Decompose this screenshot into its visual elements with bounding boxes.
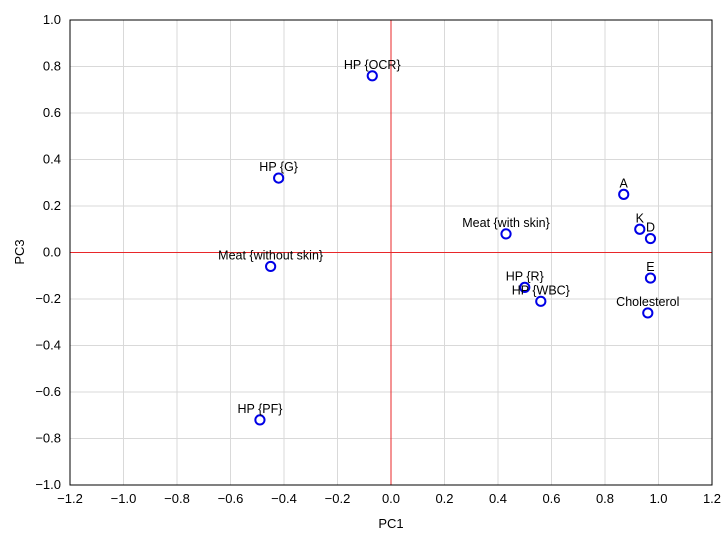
y-tick-label: −0.8 (35, 431, 61, 446)
point-label: HP {WBC} (512, 283, 570, 297)
data-point (644, 272, 657, 284)
data-point (254, 414, 266, 426)
y-tick-label: 1.0 (43, 12, 61, 27)
point-label: Meat {with skin} (462, 216, 550, 230)
y-tick-label: 0.8 (43, 59, 61, 74)
y-tick-label: 0.2 (43, 198, 61, 213)
data-point (273, 172, 285, 184)
plot-frame (69, 19, 713, 486)
x-tick-label: −1.0 (111, 491, 137, 506)
point-label: HP {R} (506, 269, 544, 283)
x-tick-label: 0.4 (489, 491, 507, 506)
point-label: HP {OCR} (344, 58, 401, 72)
y-tick-label: 0.0 (43, 245, 61, 260)
data-point (265, 260, 277, 273)
x-tick-label: −0.6 (218, 491, 244, 506)
x-tick-label: 1.2 (703, 491, 721, 506)
y-tick-label: 0.6 (43, 105, 61, 120)
point-label: HP {G} (259, 160, 298, 174)
point-label: E (646, 260, 654, 274)
y-tick-label: −1.0 (35, 477, 61, 492)
point-label: Meat {without skin} (218, 248, 323, 262)
x-tick-label: 0.8 (596, 491, 614, 506)
x-tick-label: 0.0 (382, 491, 400, 506)
y-tick-labels: −1.0 −0.8 −0.6 −0.4 −0.2 0.0 0.2 0.4 0.6 0.8 1.0 (35, 12, 61, 492)
x-tick-label: 0.2 (435, 491, 453, 506)
data-point (618, 188, 630, 200)
data-point (500, 228, 512, 240)
x-tick-labels: −1.2 −1.0 −0.8 −0.6 −0.4 −0.2 0.0 0.2 0.4 0.6 0.8 1… (57, 491, 721, 506)
data-points (254, 70, 657, 426)
y-tick-label: 0.4 (43, 152, 61, 167)
y-tick-label: −0.6 (35, 384, 61, 399)
x-tick-label: −1.2 (57, 491, 83, 506)
point-label: D (646, 221, 655, 235)
x-tick-label: 1.0 (649, 491, 667, 506)
y-axis-title: PC3 (12, 239, 27, 264)
point-label: A (620, 176, 629, 190)
data-point (644, 232, 657, 245)
data-point (366, 70, 378, 82)
point-label: HP {PF} (237, 402, 282, 416)
point-label: Cholesterol (616, 295, 679, 309)
reference-lines (70, 20, 712, 485)
data-point (642, 307, 654, 319)
data-point (535, 295, 547, 307)
y-tick-label: −0.2 (35, 291, 61, 306)
y-tick-label: −0.4 (35, 338, 61, 353)
x-axis-title: PC1 (378, 516, 403, 531)
x-tick-label: −0.4 (271, 491, 297, 506)
x-tick-label: 0.6 (542, 491, 560, 506)
data-point (519, 281, 531, 293)
point-labels: HP {OCR} HP {G} Meat {without skin} HP {PF}… (218, 58, 679, 416)
x-tick-label: −0.8 (164, 491, 190, 506)
data-point (634, 223, 646, 235)
x-tick-label: −0.2 (325, 491, 351, 506)
point-label: K (636, 211, 645, 225)
